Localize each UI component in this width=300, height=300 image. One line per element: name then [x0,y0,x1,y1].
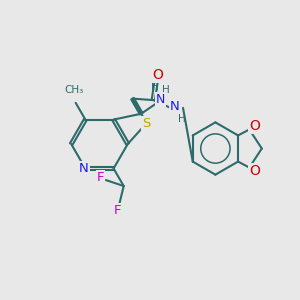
Text: CH₃: CH₃ [64,85,84,94]
Text: O: O [249,119,260,133]
Text: O: O [249,164,260,178]
Text: N: N [79,162,89,175]
Text: H: H [151,82,159,92]
Text: S: S [142,117,151,130]
Text: O: O [152,68,163,82]
Text: F: F [97,171,104,184]
Text: F: F [114,205,122,218]
Text: N: N [170,100,180,113]
Text: H: H [162,85,170,94]
Text: H: H [178,114,186,124]
Text: N: N [155,93,165,106]
